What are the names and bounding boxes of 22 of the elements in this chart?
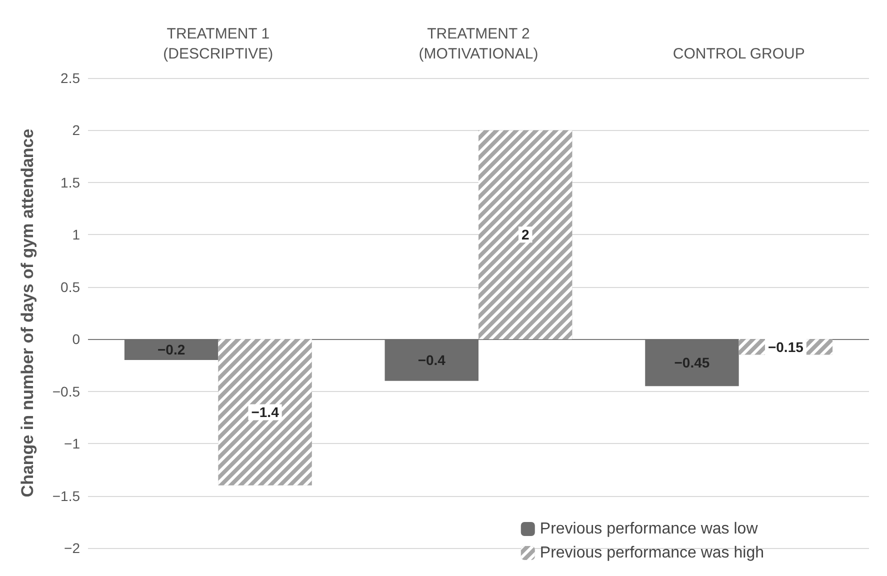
data-label: −0.2 (157, 342, 186, 358)
legend-label: Previous performance was low (540, 520, 758, 538)
x-tick-label: CONTROL GROUP (672, 46, 805, 62)
data-label: −0.15 (768, 338, 804, 355)
y-tick-label: −1.5 (52, 488, 80, 504)
data-label: −1.4 (251, 404, 280, 420)
y-axis-title: Change in number of days of gym attendance (18, 128, 37, 498)
x-tick-label: TREATMENT 1 (DESCRIPTIVE) (163, 26, 274, 62)
y-tick-label: 0.5 (60, 278, 80, 295)
y-tick-label: 1.5 (60, 174, 80, 190)
x-tick-label: TREATMENT 2 (MOTIVATIONAL) (418, 26, 538, 62)
y-tick-label: 0 (72, 331, 80, 348)
y-tick-label: −1 (64, 436, 80, 452)
y-tick-label: 2.5 (60, 70, 80, 86)
y-tick-label: 2 (72, 122, 80, 138)
y-tick-label: −0.5 (52, 383, 80, 400)
data-label: 2 (521, 226, 530, 243)
data-label: −0.45 (674, 354, 710, 371)
y-tick-label: 1 (72, 226, 80, 243)
data-label: −0.4 (418, 352, 446, 368)
y-tick-label: −2 (64, 540, 80, 556)
legend-label: Previous performance was high (540, 544, 764, 562)
